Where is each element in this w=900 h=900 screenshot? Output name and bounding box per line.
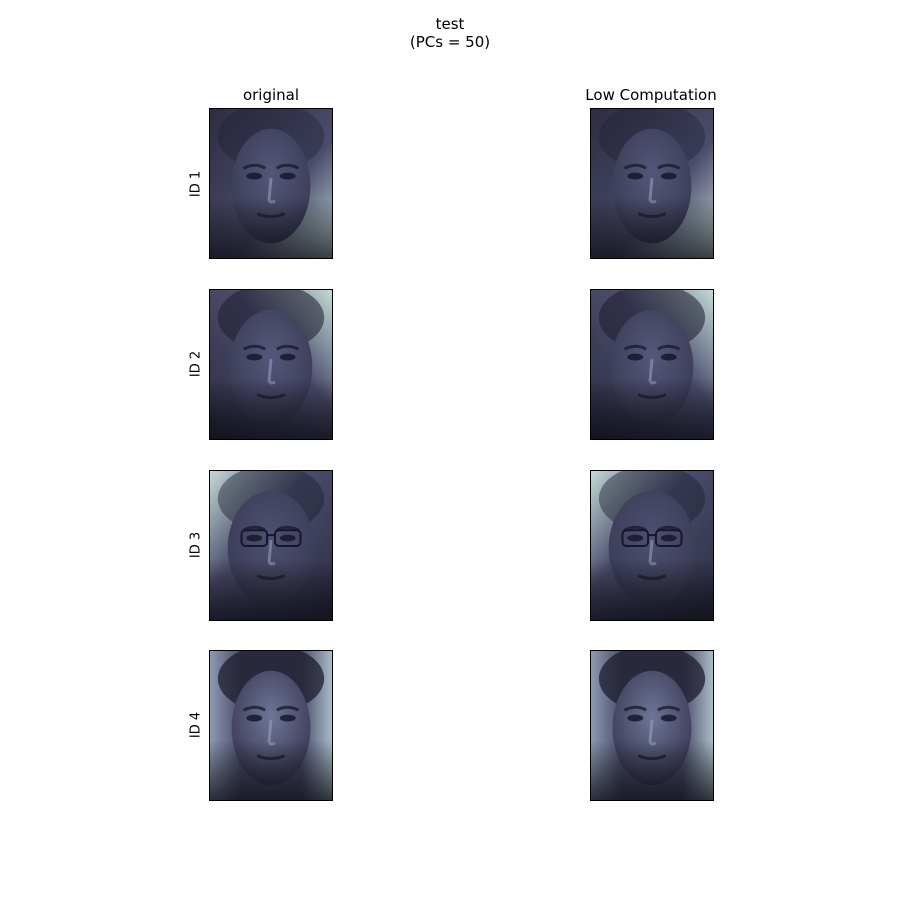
row-label-id-3: ID 3 xyxy=(188,531,204,559)
column-title-low-computation: Low Computation xyxy=(585,86,717,104)
face-image-1 xyxy=(210,109,332,258)
face-image-4 xyxy=(591,651,713,800)
face-image-3 xyxy=(210,471,332,620)
row-label-id-1: ID 1 xyxy=(188,170,204,198)
face-image-id-3-original xyxy=(209,470,333,621)
column-title-original: original xyxy=(242,86,300,104)
row-label-id-2: ID 2 xyxy=(188,350,204,378)
face-image-id-1-low-computation xyxy=(590,108,714,259)
face-image-id-4-original xyxy=(209,650,333,801)
face-image-id-4-low-computation xyxy=(590,650,714,801)
figure-title-line-2: (PCs = 50) xyxy=(409,33,491,51)
face-image-2 xyxy=(591,290,713,439)
figure-title-line-1: test xyxy=(435,15,465,33)
face-image-3 xyxy=(591,471,713,620)
face-image-4 xyxy=(210,651,332,800)
face-image-id-2-low-computation xyxy=(590,289,714,440)
face-image-1 xyxy=(591,109,713,258)
row-label-id-4: ID 4 xyxy=(188,711,204,739)
face-image-2 xyxy=(210,290,332,439)
face-image-id-3-low-computation xyxy=(590,470,714,621)
face-image-id-1-original xyxy=(209,108,333,259)
face-image-id-2-original xyxy=(209,289,333,440)
